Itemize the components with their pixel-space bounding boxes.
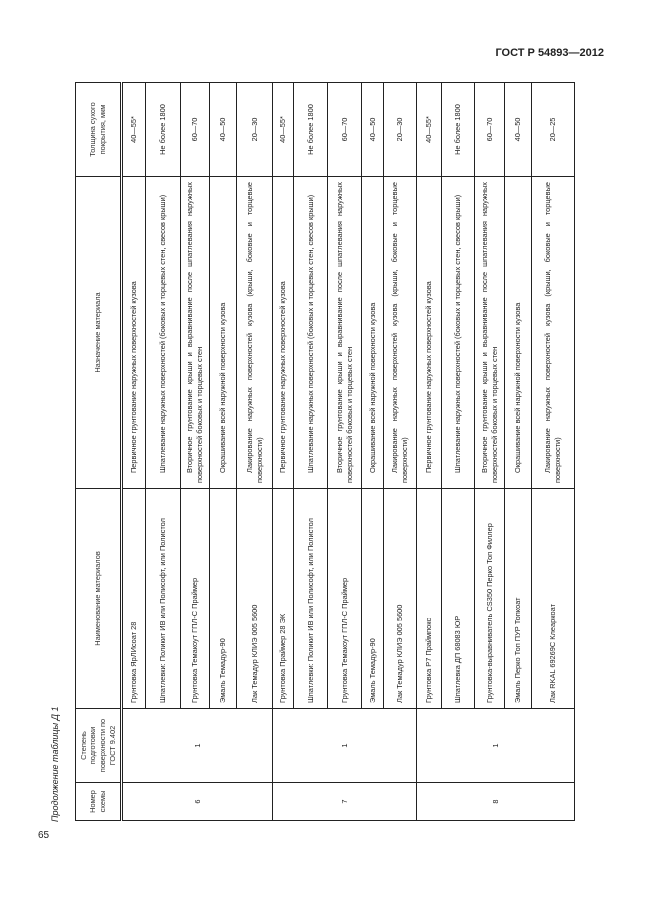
material-purpose-cell: Шпатлевание наружных поверхностей (боков… xyxy=(145,176,181,489)
material-purpose-cell: Шпатлевание наружных поверхностей (боков… xyxy=(293,176,328,489)
material-purpose-cell: Вторичное грунтование крыши и выравниван… xyxy=(180,176,210,489)
material-name-cell: Шпатлевки: Поликит ИВ или Полисофт, или … xyxy=(293,488,328,709)
material-name-cell: Шпатлевка ДП 68083 ЮР xyxy=(441,488,475,709)
material-purpose-cell: Шпатлевание наружных поверхностей (боков… xyxy=(441,176,475,489)
thickness-cell: 40—55* xyxy=(121,82,146,177)
thickness-cell: 60—70 xyxy=(180,82,210,177)
material-name-cell: Грунтовка Р7 Праймпокс xyxy=(416,488,442,709)
surface-degree-cell: 1 xyxy=(416,708,575,783)
material-name-cell: Грунтовка Темакоут ГПЛ-С Праймер xyxy=(327,488,362,709)
thickness-cell: 20—25 xyxy=(531,82,575,177)
col-header-scheme: Номер схемы xyxy=(75,782,122,821)
col-header-thickness: Толщина сухого покрытия, мкм xyxy=(75,82,122,177)
material-purpose-cell: Лакирование наружных поверхностей кузова… xyxy=(531,176,575,489)
material-purpose-cell: Окрашивание всей наружной поверхности ку… xyxy=(209,176,237,489)
table-header-row: Номер схемы Степень подготовки поверхнос… xyxy=(75,82,122,821)
thickness-cell: 20—30 xyxy=(383,82,417,177)
material-name-cell: Грунтовка ЯрЛИсоат 28 xyxy=(121,488,146,709)
scheme-number-cell: 7 xyxy=(272,782,417,821)
col-header-purpose: Назначение материала xyxy=(75,176,122,489)
material-purpose-cell: Первичное грунтование наружных поверхнос… xyxy=(416,176,442,489)
page-number: 65 xyxy=(38,830,50,841)
document-title: ГОСТ Р 54893—2012 xyxy=(495,47,604,59)
scheme-number-cell: 8 xyxy=(416,782,575,821)
thickness-cell: Не более 1800 xyxy=(145,82,181,177)
material-purpose-cell: Вторичное грунтование крыши и выравниван… xyxy=(327,176,362,489)
material-name-cell: Лак Темадур КЛИЭ 005 5600 xyxy=(236,488,273,709)
rotated-table-container: Номер схемы Степень подготовки поверхнос… xyxy=(75,82,575,821)
table-body: 6 1 Грунтовка ЯрЛИсоат 28 Первичное грунтов… xyxy=(121,82,575,821)
thickness-cell: 40—50 xyxy=(504,82,532,177)
material-purpose-cell: Первичное грунтование наружных поверхнос… xyxy=(272,176,294,489)
surface-degree-cell: 1 xyxy=(272,708,417,783)
table-row: 8 1 Грунтовка Р7 Праймпокс Первичное грунто… xyxy=(416,82,575,821)
table-row: 6 1 Грунтовка ЯрЛИсоат 28 Первичное грунтов… xyxy=(121,82,273,821)
material-purpose-cell: Лакирование наружных поверхностей кузова… xyxy=(236,176,273,489)
thickness-cell: 40—50 xyxy=(361,82,384,177)
thickness-cell: 20—30 xyxy=(236,82,273,177)
material-name-cell: Грунтовка-выравниватель CS350 Перко Топ … xyxy=(474,488,505,709)
material-name-cell: Шпатлевки: Поликит ИВ или Полисофт, или … xyxy=(145,488,181,709)
col-header-degree: Степень подготовки поверхности по ГОСТ 9… xyxy=(75,708,122,783)
thickness-cell: 40—55* xyxy=(416,82,442,177)
material-name-cell: Эмаль Темадур-90 xyxy=(209,488,237,709)
coating-schemes-table: Номер схемы Степень подготовки поверхнос… xyxy=(75,82,575,821)
material-purpose-cell: Окрашивание всей наружной поверхности ку… xyxy=(361,176,384,489)
material-name-cell: Лак RKAL 69269C Клеаркоат xyxy=(531,488,575,709)
col-header-material: Наименование материалов xyxy=(75,488,122,709)
thickness-cell: 40—50 xyxy=(209,82,237,177)
table-row: 7 1 Грунтовка Праймер 28 ЭК Первичное грунт… xyxy=(272,82,417,821)
material-purpose-cell: Лакирование наружных поверхностей кузова… xyxy=(383,176,417,489)
thickness-cell: 60—70 xyxy=(327,82,362,177)
material-purpose-cell: Окрашивание всей наружной поверхности ку… xyxy=(504,176,532,489)
material-name-cell: Грунтовка Темакоут ГПЛ-С Праймер xyxy=(180,488,210,709)
material-name-cell: Эмаль Темадур-90 xyxy=(361,488,384,709)
table-caption: Продолжение таблицы Д 1 xyxy=(50,706,60,822)
thickness-cell: Не более 1800 xyxy=(293,82,328,177)
material-purpose-cell: Вторичное грунтование крыши и выравниван… xyxy=(474,176,505,489)
thickness-cell: Не более 1800 xyxy=(441,82,475,177)
surface-degree-cell: 1 xyxy=(121,708,273,783)
material-name-cell: Грунтовка Праймер 28 ЭК xyxy=(272,488,294,709)
thickness-cell: 40—55* xyxy=(272,82,294,177)
material-name-cell: Эмаль Перко Топ ПУР Топкоат xyxy=(504,488,532,709)
material-purpose-cell: Первичное грунтование наружных поверхнос… xyxy=(121,176,146,489)
thickness-cell: 60—70 xyxy=(474,82,505,177)
scheme-number-cell: 6 xyxy=(121,782,273,821)
material-name-cell: Лак Темадур КЛИЭ 005 5600 xyxy=(383,488,417,709)
